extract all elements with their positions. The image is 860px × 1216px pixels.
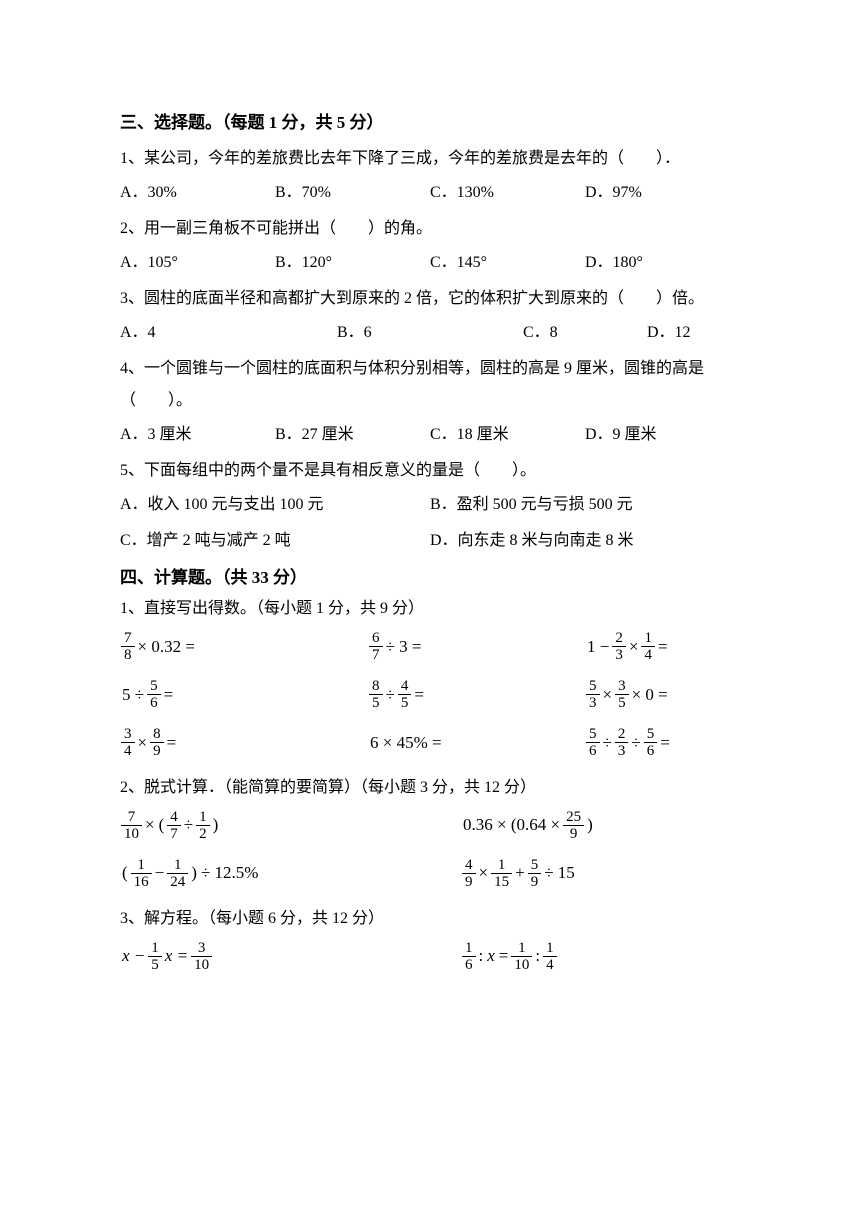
q4-opt-d: D．9 厘米 (585, 419, 740, 451)
q1-text: 1、某公司，今年的差旅费比去年下降了三成，今年的差旅费是去年的（ ）． (120, 143, 740, 175)
calc1-r1c1: 78 × 0.32 = (120, 630, 368, 664)
q1-opt-c: C．130% (430, 177, 585, 209)
q5-text: 5、下面每组中的两个量不是具有相反意义的量是（ ）。 (120, 455, 740, 487)
calc1-r3c1: 34×89 = (120, 726, 368, 760)
q5-opt-d: D．向东走 8 米与向南走 8 米 (430, 525, 740, 557)
q4-opt-c: C．18 厘米 (430, 419, 585, 451)
q1-opt-b: B．70% (275, 177, 430, 209)
calc1-r2c1: 5 ÷ 56 = (120, 678, 368, 712)
calc2-row2: (116−124) ÷ 12.5% 49×115+59 ÷ 15 (120, 857, 740, 891)
calc1-r3c2: 6 × 45% = (368, 727, 585, 758)
q4-text: 4、一个圆锥与一个圆柱的底面积与体积分别相等，圆柱的高是 9 厘米，圆锥的高是（… (120, 353, 740, 417)
q2-opt-b: B．120° (275, 247, 430, 279)
calc1-r2c3: 53×35 × 0 = (585, 678, 740, 712)
sub1-title: 1、直接写出得数。（每小题 1 分，共 9 分） (120, 595, 740, 624)
q3-opt-a: A．4 (120, 317, 337, 349)
section4-title: 四、计算题。（共 33 分） (120, 563, 740, 594)
calc2-r2c2: 49×115+59 ÷ 15 (461, 857, 740, 891)
calc1-row2: 5 ÷ 56 = 85÷45 = 53×35 × 0 = (120, 678, 740, 712)
calc1-r1c3: 1 − 23×14 = (585, 630, 740, 664)
q1-options: A．30% B．70% C．130% D．97% (120, 177, 740, 209)
q3-opt-b: B．6 (337, 317, 523, 349)
q3-options: A．4 B．6 C．8 D．12 (120, 317, 740, 349)
calc3-r1c2: 16:x =110:14 (461, 940, 740, 974)
calc3-row1: x − 15 x = 310 16:x =110:14 (120, 940, 740, 974)
q4-opt-b: B．27 厘米 (275, 419, 430, 451)
sub3-title: 3、解方程。（每小题 6 分，共 12 分） (120, 905, 740, 934)
q1-opt-d: D．97% (585, 177, 740, 209)
q3-opt-d: D．12 (647, 317, 740, 349)
q2-opt-c: C．145° (430, 247, 585, 279)
q5-opt-a: A．收入 100 元与支出 100 元 (120, 489, 430, 521)
section3-title: 三、选择题。（每题 1 分，共 5 分） (120, 108, 740, 139)
calc1-r3c3: 56÷23÷56 = (585, 726, 740, 760)
q2-options: A．105° B．120° C．145° D．180° (120, 247, 740, 279)
q2-opt-d: D．180° (585, 247, 740, 279)
sub2-title: 2、脱式计算．（能简算的要简算）（每小题 3 分，共 12 分） (120, 774, 740, 803)
calc2-r1c1: 710×(47÷12) (120, 809, 461, 843)
calc2-r1c2: 0.36 × (0.64 × 259) (461, 809, 740, 843)
q1-opt-a: A．30% (120, 177, 275, 209)
calc1-r1c2: 67 ÷ 3 = (368, 630, 585, 664)
calc2-row1: 710×(47÷12) 0.36 × (0.64 × 259) (120, 809, 740, 843)
q5-opt-b: B．盈利 500 元与亏损 500 元 (430, 489, 740, 521)
q5-options-2: C．增产 2 吨与减产 2 吨 D．向东走 8 米与向南走 8 米 (120, 525, 740, 557)
calc1-r2c2: 85÷45 = (368, 678, 585, 712)
calc1-row3: 34×89 = 6 × 45% = 56÷23÷56 = (120, 726, 740, 760)
q2-text: 2、用一副三角板不可能拼出（ ）的角。 (120, 213, 740, 245)
q2-opt-a: A．105° (120, 247, 275, 279)
q3-opt-c: C．8 (523, 317, 647, 349)
q5-opt-c: C．增产 2 吨与减产 2 吨 (120, 525, 430, 557)
calc1-row1: 78 × 0.32 = 67 ÷ 3 = 1 − 23×14 = (120, 630, 740, 664)
calc2-r2c1: (116−124) ÷ 12.5% (120, 857, 461, 891)
q5-options-1: A．收入 100 元与支出 100 元 B．盈利 500 元与亏损 500 元 (120, 489, 740, 521)
q4-options: A．3 厘米 B．27 厘米 C．18 厘米 D．9 厘米 (120, 419, 740, 451)
q3-text: 3、圆柱的底面半径和高都扩大到原来的 2 倍，它的体积扩大到原来的（ ）倍。 (120, 283, 740, 315)
calc3-r1c1: x − 15 x = 310 (120, 940, 461, 974)
q4-opt-a: A．3 厘米 (120, 419, 275, 451)
